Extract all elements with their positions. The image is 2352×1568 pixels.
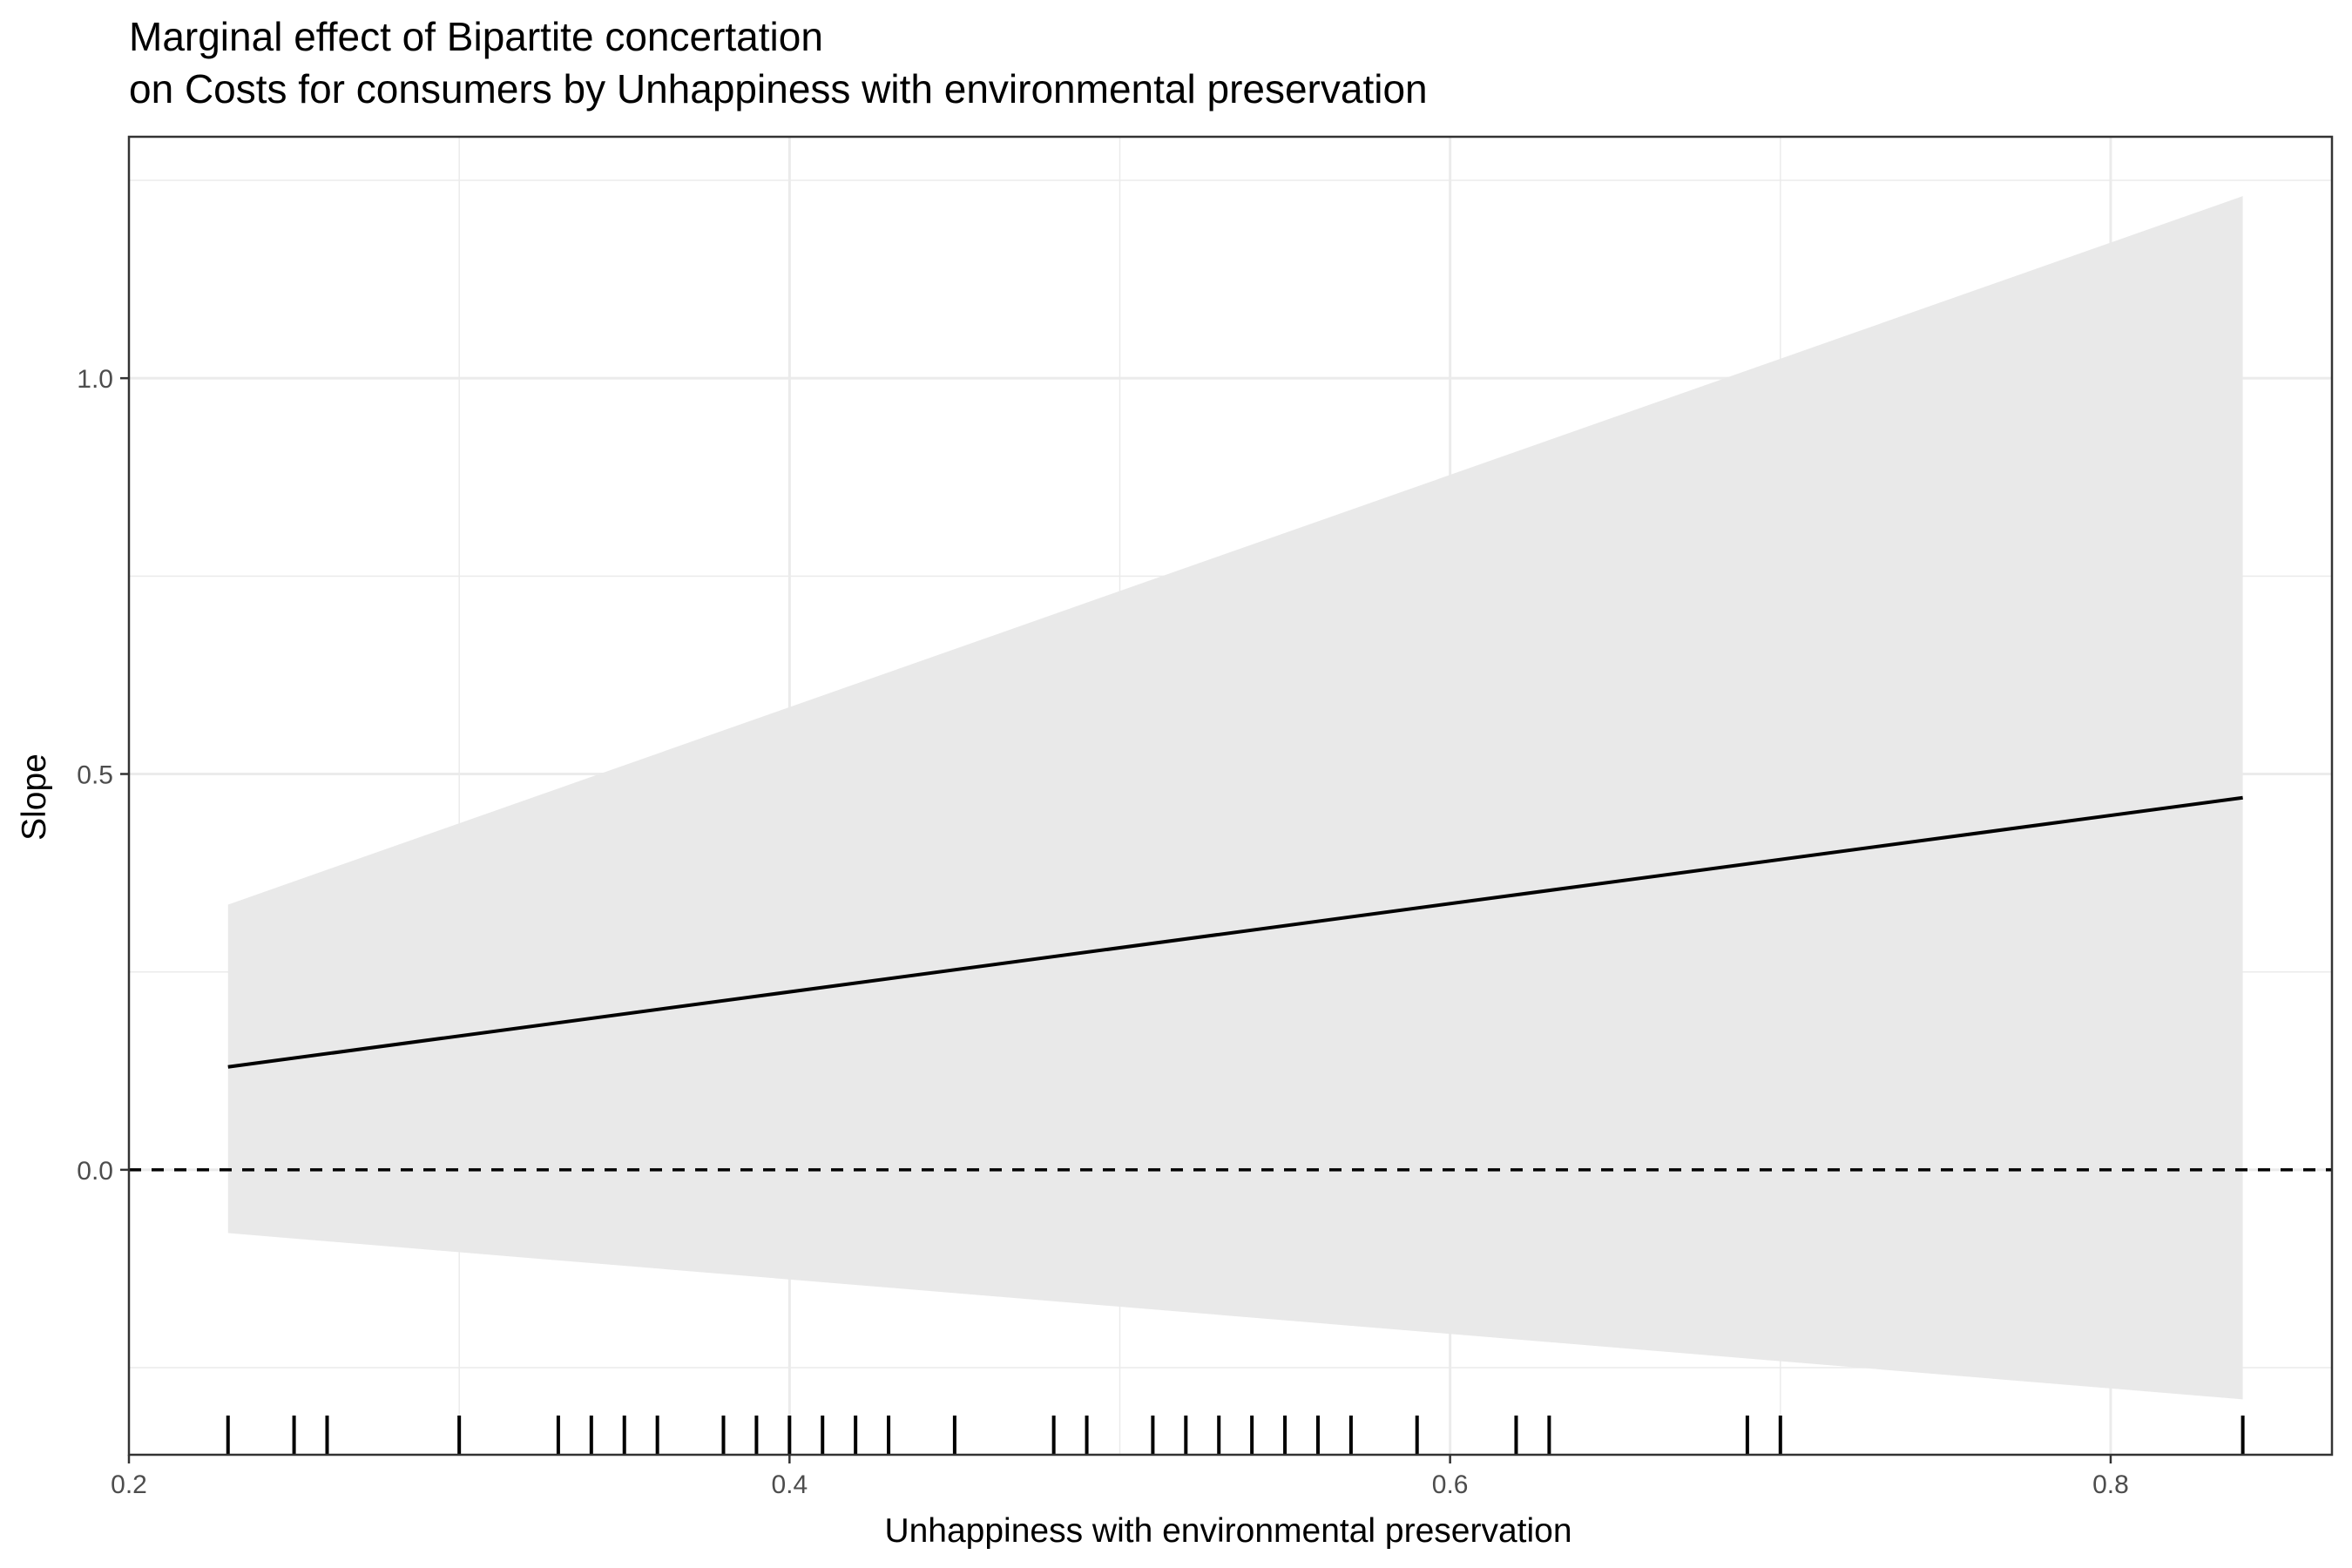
x-axis-title: Unhappiness with environmental preservat… <box>884 1512 1571 1550</box>
x-tick-label: 0.2 <box>111 1470 147 1499</box>
confidence-ribbon <box>227 196 2243 1400</box>
rug-marks <box>226 1416 2245 1455</box>
confidence-ribbon-layer <box>227 196 2243 1400</box>
y-axis: 0.0 0.5 1.0 <box>77 365 129 1186</box>
panel-border <box>127 135 2334 1456</box>
x-axis: 0.2 0.4 0.6 0.8 <box>111 1455 2129 1499</box>
y-axis-title: Slope <box>16 754 53 841</box>
x-tick-label: 0.8 <box>2092 1470 2129 1499</box>
chart-subtitle: on Costs for consumers by Unhappiness wi… <box>129 66 1428 112</box>
y-tick-label: 0.5 <box>77 761 113 790</box>
y-tick-label: 0.0 <box>77 1157 113 1186</box>
x-tick-label: 0.6 <box>1432 1470 1469 1499</box>
slope-line <box>227 795 2243 1069</box>
chart-title: Marginal effect of Bipartite concertatio… <box>129 14 823 59</box>
slope-line-layer <box>227 795 2243 1069</box>
x-tick-label: 0.4 <box>771 1470 808 1499</box>
y-tick-label: 1.0 <box>77 365 113 394</box>
panel-border-layer <box>127 135 2334 1456</box>
